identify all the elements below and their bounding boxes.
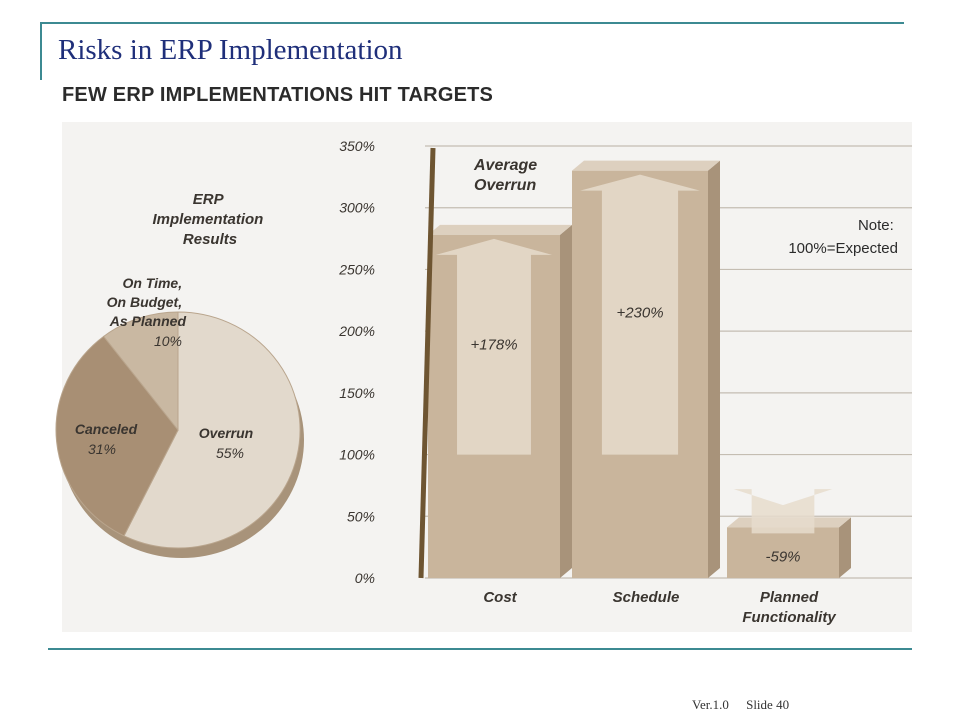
x-category-label: Schedule bbox=[613, 589, 680, 606]
bar-chart-y-ticks: 0% 50% 100% 150% 200% 250% 300% 350% bbox=[338, 138, 375, 586]
y-tick-label: 200% bbox=[338, 323, 375, 339]
overrun-slice-value: 55% bbox=[216, 445, 244, 461]
overrun-arrow bbox=[580, 174, 700, 455]
canceled-slice-value: 31% bbox=[88, 441, 116, 457]
y-tick-label: 0% bbox=[355, 570, 375, 586]
bar-chart-y-axis bbox=[418, 147, 436, 579]
ontime-slice-value: 10% bbox=[154, 333, 182, 349]
erp-results-figure: ERP Implementation Results On Time, On B… bbox=[40, 112, 920, 632]
bar-chart-x-labels: Cost Schedule Planned Functionality bbox=[483, 589, 836, 626]
y-tick-label: 100% bbox=[339, 447, 375, 463]
bar-side-face bbox=[839, 517, 851, 578]
top-accent-rule bbox=[40, 22, 904, 24]
footer-version: Ver.1.0 bbox=[692, 697, 729, 712]
bar-top-face bbox=[572, 160, 720, 171]
shortfall-arrow bbox=[733, 489, 833, 534]
overrun-slice-label: Overrun bbox=[199, 425, 253, 441]
slide-footer: Ver.1.0 Slide 40 bbox=[692, 697, 803, 713]
bar-3 bbox=[727, 527, 839, 578]
chart-heading: FEW ERP IMPLEMENTATIONS HIT TARGETS bbox=[62, 84, 494, 106]
bar-change-label: -59% bbox=[765, 548, 800, 565]
x-category-label: Planned Functionality bbox=[742, 589, 836, 626]
y-tick-label: 350% bbox=[339, 138, 375, 154]
x-category-label: Cost bbox=[483, 589, 517, 606]
y-tick-label: 300% bbox=[339, 200, 375, 216]
average-overrun-annotation: Average Overrun bbox=[473, 157, 542, 194]
figure-canvas: ERP Implementation Results On Time, On B… bbox=[55, 122, 912, 632]
bar-change-label: +178% bbox=[470, 337, 517, 354]
bar-top-face bbox=[428, 224, 572, 235]
pie-slice-on-time-on-budget-as-planned bbox=[102, 311, 179, 432]
bar-side-face bbox=[708, 160, 720, 578]
note-annotation: Note: 100%=Expected bbox=[788, 217, 898, 257]
pie-title-line: Results bbox=[183, 231, 237, 248]
y-tick-label: 150% bbox=[339, 385, 375, 401]
y-tick-label: 250% bbox=[338, 261, 375, 277]
pie-title: ERP Implementation Results bbox=[152, 191, 267, 248]
pie-chart bbox=[55, 311, 304, 558]
overrun-arrow bbox=[435, 238, 553, 455]
ontime-slice-label: On Time, On Budget, As Planned bbox=[107, 275, 187, 329]
pie-slice-canceled bbox=[55, 335, 179, 537]
pie-title-line: Implementation bbox=[152, 211, 263, 228]
bar-chart-bars: +178% +230% -59% bbox=[428, 160, 851, 578]
bottom-accent-rule bbox=[48, 648, 912, 650]
bar-change-label: +230% bbox=[616, 305, 663, 322]
pie-slice-overrun bbox=[123, 311, 301, 549]
y-tick-label: 50% bbox=[347, 508, 375, 524]
slide-title: Risks in ERP Implementation bbox=[58, 34, 403, 66]
footer-slide-number: Slide 40 bbox=[746, 697, 790, 712]
bar-side-face bbox=[560, 224, 572, 578]
left-accent-rule bbox=[40, 22, 42, 80]
canceled-slice-label: Canceled bbox=[75, 421, 138, 437]
pie-slices bbox=[55, 311, 301, 549]
pie-title-line: ERP bbox=[193, 191, 225, 208]
